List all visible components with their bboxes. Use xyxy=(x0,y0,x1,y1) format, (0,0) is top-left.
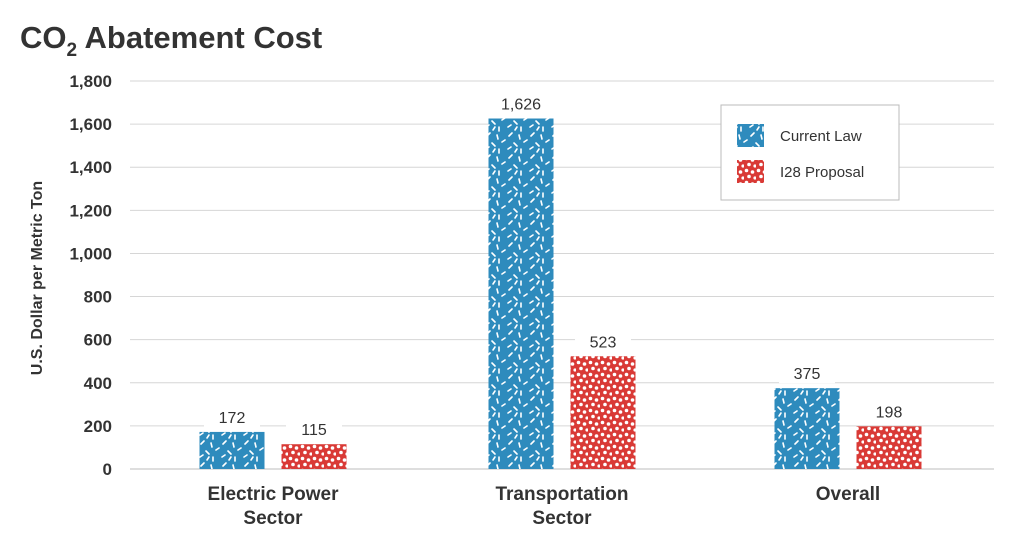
legend-swatch-current-law xyxy=(737,124,764,147)
y-tick-label: 1,800 xyxy=(69,72,112,91)
data-label-i28-proposal: 115 xyxy=(301,422,327,439)
legend-label-i28-proposal: I28 Proposal xyxy=(780,164,864,181)
data-label-current-law: 375 xyxy=(794,366,821,383)
bar-current-law xyxy=(774,388,840,469)
bar-current-law xyxy=(199,431,265,469)
bar-current-law xyxy=(488,118,554,470)
legend-label-current-law: Current Law xyxy=(780,128,862,145)
bar-i28-proposal xyxy=(856,426,922,469)
y-axis-label: U.S. Dollar per Metric Ton xyxy=(29,181,46,375)
data-label-background xyxy=(779,361,835,384)
legend-box xyxy=(720,104,900,201)
x-tick-label-line2: Sector xyxy=(532,508,592,529)
y-tick-label: 1,200 xyxy=(69,201,112,220)
bar-i28-proposal xyxy=(570,356,636,469)
data-label-i28-proposal: 523 xyxy=(590,334,617,351)
data-label-background xyxy=(575,329,631,352)
data-label-background xyxy=(204,404,260,427)
y-tick-label: 0 xyxy=(103,460,112,479)
data-label-i28-proposal: 198 xyxy=(876,404,903,421)
data-label-current-law: 172 xyxy=(219,410,246,427)
data-label-current-law: 1,626 xyxy=(501,97,541,114)
bars xyxy=(199,118,922,470)
chart-title: CO2 Abatement Cost xyxy=(20,20,322,61)
y-axis-tick-labels: 0 200 400 600 800 1,000 1,200 1,400 1,600 1,800 xyxy=(69,72,112,479)
legend: Current Law I28 Proposal xyxy=(720,104,900,201)
legend-swatch-i28-proposal xyxy=(737,160,764,183)
data-label-background xyxy=(286,417,342,440)
x-tick-label-line1: Transportation xyxy=(495,484,628,505)
x-tick-label-line1: Electric Power xyxy=(208,484,340,505)
y-tick-label: 1,400 xyxy=(69,158,112,177)
y-tick-label: 400 xyxy=(84,374,112,393)
bar-i28-proposal xyxy=(281,444,347,469)
y-tick-label: 800 xyxy=(84,288,112,307)
data-label-background xyxy=(493,91,549,114)
gridlines xyxy=(130,80,994,470)
x-axis-tick-labels: Electric Power Sector Transportation Sector… xyxy=(208,484,881,529)
data-labels: 172 1,626 375 115 523 198 xyxy=(204,91,917,440)
y-tick-label: 1,600 xyxy=(69,115,112,134)
data-label-background xyxy=(861,399,917,422)
y-tick-label: 200 xyxy=(84,417,112,436)
y-tick-label: 600 xyxy=(84,331,112,350)
y-tick-label: 1,000 xyxy=(69,244,112,263)
x-tick-label-line1: Overall xyxy=(816,484,880,505)
x-tick-label-line2: Sector xyxy=(243,508,303,529)
